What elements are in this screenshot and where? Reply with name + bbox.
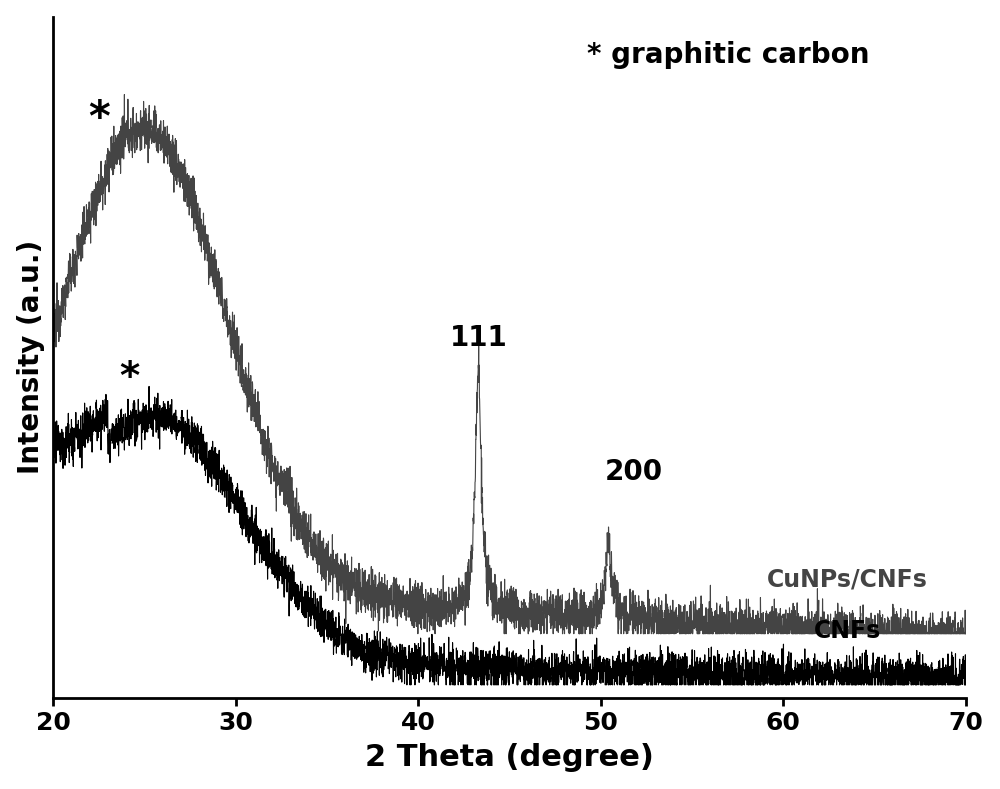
X-axis label: 2 Theta (degree): 2 Theta (degree): [365, 743, 654, 772]
Y-axis label: Intensity (a.u.): Intensity (a.u.): [17, 240, 45, 474]
Text: *: *: [88, 98, 110, 140]
Text: *: *: [120, 359, 140, 397]
Text: 200: 200: [605, 458, 663, 486]
Text: 111: 111: [450, 324, 507, 352]
Text: * graphitic carbon: * graphitic carbon: [587, 40, 870, 69]
Text: CuNPs/CNFs: CuNPs/CNFs: [767, 567, 928, 592]
Text: CNFs: CNFs: [814, 619, 881, 643]
